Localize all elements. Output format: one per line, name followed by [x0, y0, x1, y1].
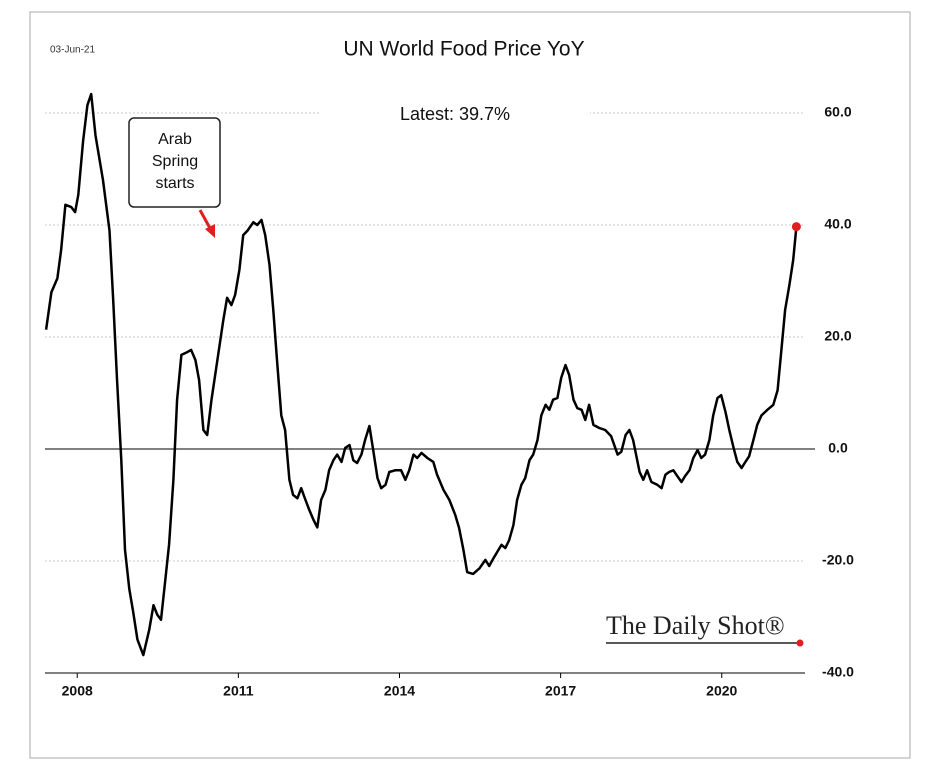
annotation-text: starts: [155, 175, 194, 192]
chart-title: UN World Food Price YoY: [343, 38, 584, 61]
annotation: Arab Spring starts: [152, 131, 198, 192]
annotation-text: Spring: [152, 153, 198, 170]
logo-dot: [796, 639, 804, 647]
x-tick-label: 2020: [706, 683, 737, 699]
source-logo: The Daily Shot®: [606, 611, 785, 640]
x-tick-label: 2014: [384, 683, 415, 699]
y-tick-label: 0.0: [828, 440, 848, 456]
annotation-text: Arab: [158, 131, 192, 148]
y-tick-label: 60.0: [824, 104, 851, 120]
latest-note: Latest: 39.7%: [400, 104, 510, 124]
plot: [44, 92, 801, 657]
y-tick-label: 40.0: [824, 216, 851, 232]
annotation-box: [128, 117, 221, 208]
annotation-arrowhead: [205, 224, 215, 238]
y-tick-label: -40.0: [822, 664, 854, 680]
y-tick-label: -20.0: [822, 552, 854, 568]
date-stamp: 03-Jun-21: [50, 45, 95, 56]
latest-point: [791, 222, 801, 232]
data-line: [44, 92, 798, 657]
x-tick-label: 2017: [545, 683, 576, 699]
x-tick-label: 2011: [223, 683, 254, 699]
annotation-arrow: [198, 209, 213, 231]
y-tick-label: 20.0: [824, 328, 851, 344]
note-background: [320, 98, 590, 130]
x-tick-label: 2008: [62, 683, 93, 699]
